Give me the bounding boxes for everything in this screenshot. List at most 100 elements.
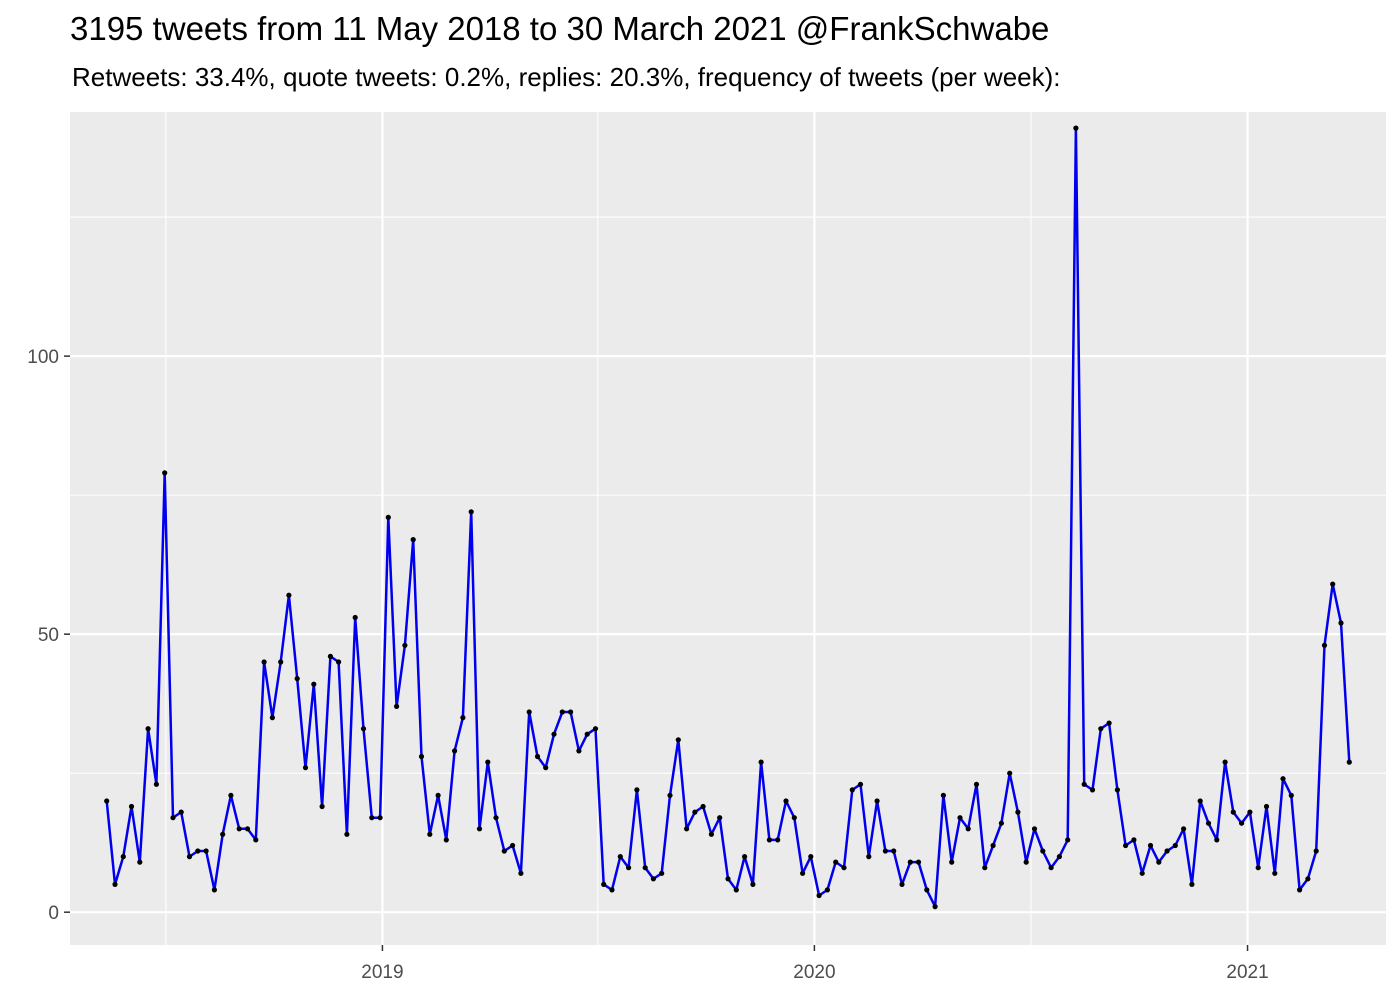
data-point (708, 831, 715, 837)
data-point (509, 842, 516, 849)
data-point (891, 848, 897, 854)
data-point (153, 781, 159, 787)
data-point (1321, 642, 1328, 648)
data-point (427, 831, 433, 837)
panel-background (70, 112, 1386, 945)
major-gridlines (70, 112, 1386, 945)
data-point (783, 798, 789, 804)
data-point (882, 848, 889, 854)
data-point (360, 726, 367, 732)
data-point (733, 887, 739, 893)
chart-title: 3195 tweets from 11 May 2018 to 30 March… (70, 10, 1050, 47)
data-point (1288, 792, 1294, 799)
data-point (998, 820, 1005, 826)
data-point (791, 815, 797, 821)
data-point (485, 759, 491, 765)
data-point (874, 798, 880, 804)
data-point (659, 870, 665, 876)
data-point (1023, 859, 1029, 865)
data-point (650, 876, 657, 882)
data-point (493, 815, 499, 821)
data-point (750, 881, 756, 888)
data-point (568, 709, 574, 715)
data-point (1106, 720, 1112, 726)
data-point (957, 815, 963, 821)
data-point (1297, 887, 1303, 893)
data-point (162, 470, 168, 476)
data-point (915, 859, 922, 865)
data-point (717, 815, 723, 821)
data-point (634, 787, 640, 793)
data-point (1015, 809, 1021, 815)
data-point (1048, 865, 1054, 871)
data-point (1181, 826, 1187, 832)
data-point (1305, 876, 1311, 882)
data-point (808, 854, 814, 860)
data-point (725, 876, 731, 882)
data-point (1222, 759, 1228, 765)
data-point (1164, 848, 1170, 854)
data-point (244, 826, 251, 832)
data-point (949, 859, 955, 865)
data-point (1031, 826, 1038, 832)
data-point (1156, 859, 1162, 865)
data-point (468, 509, 474, 515)
data-point (443, 837, 449, 843)
axes-group: 0 50 100 2019 2020 2021 (27, 347, 1268, 983)
data-point (990, 842, 996, 849)
data-point (1131, 837, 1137, 843)
x-tick-label: 2021 (1226, 962, 1268, 983)
data-point (1147, 842, 1154, 849)
data-point (302, 765, 309, 771)
data-point (1114, 787, 1120, 793)
data-point (667, 792, 673, 799)
data-point (178, 809, 184, 815)
data-point (1272, 870, 1278, 876)
data-point (1338, 620, 1344, 626)
data-point (418, 753, 425, 760)
data-point (203, 848, 209, 854)
data-point (766, 837, 773, 843)
data-point (800, 870, 806, 876)
data-point (394, 703, 400, 710)
data-point (261, 659, 267, 665)
data-point (327, 653, 333, 660)
data-point (128, 803, 135, 810)
data-point (841, 865, 847, 871)
data-point (1007, 770, 1013, 776)
data-point (1247, 809, 1253, 815)
data-point (1123, 842, 1129, 849)
data-point (816, 892, 822, 899)
data-point (857, 781, 864, 787)
data-point (120, 854, 126, 860)
data-point (907, 859, 913, 865)
data-point (352, 614, 358, 621)
data-point (592, 726, 599, 732)
data-point (286, 592, 292, 598)
data-point (1098, 726, 1104, 732)
data-point (211, 887, 217, 893)
data-point (1040, 848, 1046, 854)
data-point (460, 715, 466, 721)
x-tick-label: 2020 (793, 962, 835, 983)
data-point (278, 659, 284, 665)
data-point (319, 803, 325, 810)
data-point (932, 904, 938, 910)
data-point (344, 831, 350, 837)
data-point (551, 731, 557, 737)
data-point (104, 798, 110, 804)
data-point (642, 865, 648, 871)
data-point (833, 859, 839, 865)
data-point (195, 848, 201, 854)
y-tick-label: 100 (27, 347, 59, 368)
data-point (940, 792, 947, 799)
data-point (1255, 865, 1261, 871)
y-tick-label: 50 (38, 625, 59, 646)
data-point (1280, 776, 1286, 782)
minor-gridlines (70, 112, 1386, 945)
data-point (1139, 870, 1145, 876)
data-point (220, 831, 226, 837)
data-point (311, 681, 317, 687)
data-point (410, 537, 416, 543)
